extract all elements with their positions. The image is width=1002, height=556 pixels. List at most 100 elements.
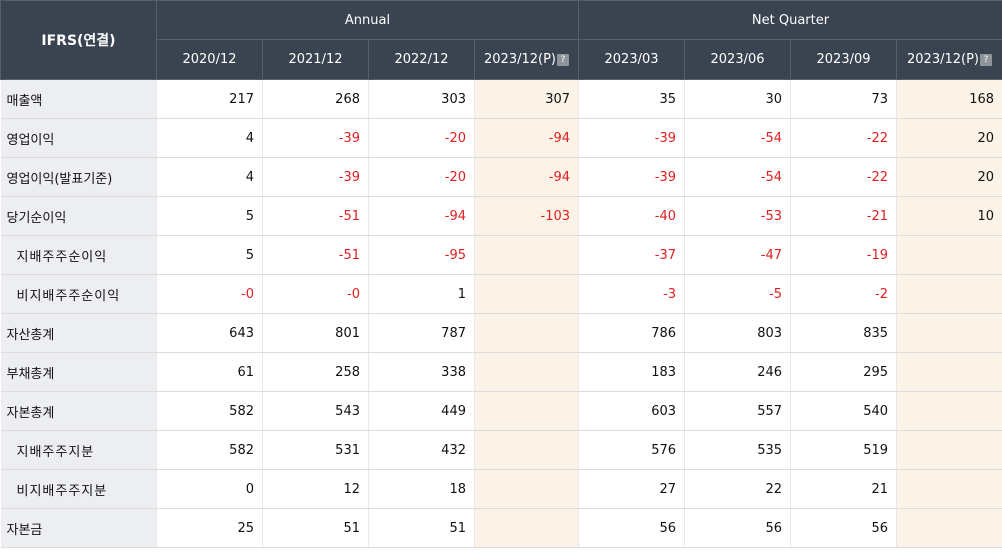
table-cell — [474, 274, 580, 314]
table-cell: -95 — [368, 235, 475, 275]
table-body: 매출액 217 268 303 307 35 30 73 168 영업이익 4 -39 -20 -94 -3… — [0, 79, 1002, 548]
table-cell: 258 — [262, 352, 369, 392]
table-cell: 22 — [684, 469, 792, 509]
table-cell: 449 — [368, 391, 475, 431]
row-label: 영업이익(발표기준) — [0, 157, 157, 197]
table-cell: -51 — [262, 235, 369, 275]
table-cell: -54 — [684, 118, 792, 158]
table-cell — [896, 430, 1002, 470]
table-cell: 20 — [896, 118, 1002, 158]
table-cell: 30 — [684, 79, 792, 119]
table-cell: 576 — [578, 430, 686, 470]
table-cell: 803 — [684, 313, 792, 353]
table-cell: -94 — [474, 118, 580, 158]
table-cell: 303 — [368, 79, 475, 119]
table-cell: 246 — [684, 352, 792, 392]
table-cell: 582 — [156, 430, 263, 470]
table-cell: 168 — [896, 79, 1002, 119]
table-cell: -47 — [684, 235, 792, 275]
period-header: 2023/09 — [790, 39, 898, 80]
table-cell: -37 — [578, 235, 686, 275]
table-cell: 27 — [578, 469, 686, 509]
table-cell — [896, 508, 1002, 548]
table-cell: 643 — [156, 313, 263, 353]
table-cell: 51 — [262, 508, 369, 548]
table-row: 영업이익(발표기준) 4 -39 -20 -94 -39 -54 -22 20 — [0, 157, 1002, 197]
table-row: 영업이익 4 -39 -20 -94 -39 -54 -22 20 — [0, 118, 1002, 158]
table-cell: 295 — [790, 352, 898, 392]
table-cell — [474, 508, 580, 548]
row-label: 당기순이익 — [0, 196, 157, 236]
table-cell: -22 — [790, 118, 898, 158]
table-row: 비지배주주지분 0 12 18 27 22 21 — [0, 469, 1002, 509]
table-cell: -3 — [578, 274, 686, 314]
table-cell: -21 — [790, 196, 898, 236]
table-cell: -94 — [474, 157, 580, 197]
table-cell: 4 — [156, 118, 263, 158]
table-cell: 10 — [896, 196, 1002, 236]
table-cell: -0 — [156, 274, 263, 314]
table-cell: 519 — [790, 430, 898, 470]
period-label: 2023/12(P) — [907, 52, 980, 67]
annual-group-header: Annual — [155, 0, 580, 40]
table-row: 매출액 217 268 303 307 35 30 73 168 — [0, 79, 1002, 119]
table-cell: 1 — [368, 274, 475, 314]
corner-header: IFRS(연결) — [0, 0, 157, 80]
table-cell: 531 — [262, 430, 369, 470]
table-row: 자본총계 582 543 449 603 557 540 — [0, 391, 1002, 431]
table-cell: 307 — [474, 79, 580, 119]
table-cell: 25 — [156, 508, 263, 548]
table-cell: 35 — [578, 79, 686, 119]
period-header: 2023/03 — [578, 39, 686, 80]
table-cell: 835 — [790, 313, 898, 353]
table-cell: 73 — [790, 79, 898, 119]
row-label: 자본총계 — [0, 391, 157, 431]
row-label: 자산총계 — [0, 313, 157, 353]
table-cell: -19 — [790, 235, 898, 275]
table-cell: -39 — [578, 118, 686, 158]
table-cell: -2 — [790, 274, 898, 314]
period-label: 2021/12 — [288, 52, 343, 67]
table-cell: 338 — [368, 352, 475, 392]
table-row: 부채총계 61 258 338 183 246 295 — [0, 352, 1002, 392]
table-cell: 61 — [156, 352, 263, 392]
period-label: 2023/03 — [604, 52, 659, 67]
table-cell: 21 — [790, 469, 898, 509]
table-cell: 787 — [368, 313, 475, 353]
period-label: 2023/12(P) — [484, 52, 556, 67]
period-header-estimate: 2023/12(P)? — [473, 39, 580, 80]
period-label: 2020/12 — [182, 52, 237, 67]
table-cell: -94 — [368, 196, 475, 236]
table-cell: -40 — [578, 196, 686, 236]
table-cell: 12 — [262, 469, 369, 509]
table-cell: -0 — [262, 274, 369, 314]
table-cell — [474, 391, 580, 431]
table-cell: 543 — [262, 391, 369, 431]
row-label: 비지배주주지분 — [0, 469, 157, 509]
table-cell — [474, 313, 580, 353]
table-cell: -5 — [684, 274, 792, 314]
help-icon[interactable]: ? — [557, 53, 569, 66]
table-cell — [896, 352, 1002, 392]
table-cell: 557 — [684, 391, 792, 431]
help-icon[interactable]: ? — [980, 53, 993, 66]
table-cell: 51 — [368, 508, 475, 548]
row-label: 부채총계 — [0, 352, 157, 392]
table-cell: -20 — [368, 157, 475, 197]
row-label: 비지배주주순이익 — [0, 274, 157, 314]
period-label: 2022/12 — [394, 52, 449, 67]
table-cell: -51 — [262, 196, 369, 236]
table-cell: -22 — [790, 157, 898, 197]
table-cell: 582 — [156, 391, 263, 431]
table-cell: -53 — [684, 196, 792, 236]
period-header: 2022/12 — [368, 39, 475, 80]
table-cell — [896, 235, 1002, 275]
period-label: 2023/06 — [710, 52, 765, 67]
table-row: 비지배주주순이익 -0 -0 1 -3 -5 -2 — [0, 274, 1002, 314]
table-row: 지배주주지분 582 531 432 576 535 519 — [0, 430, 1002, 470]
table-cell: 183 — [578, 352, 686, 392]
table-cell: -20 — [368, 118, 475, 158]
table-cell — [474, 430, 580, 470]
table-cell: 56 — [578, 508, 686, 548]
